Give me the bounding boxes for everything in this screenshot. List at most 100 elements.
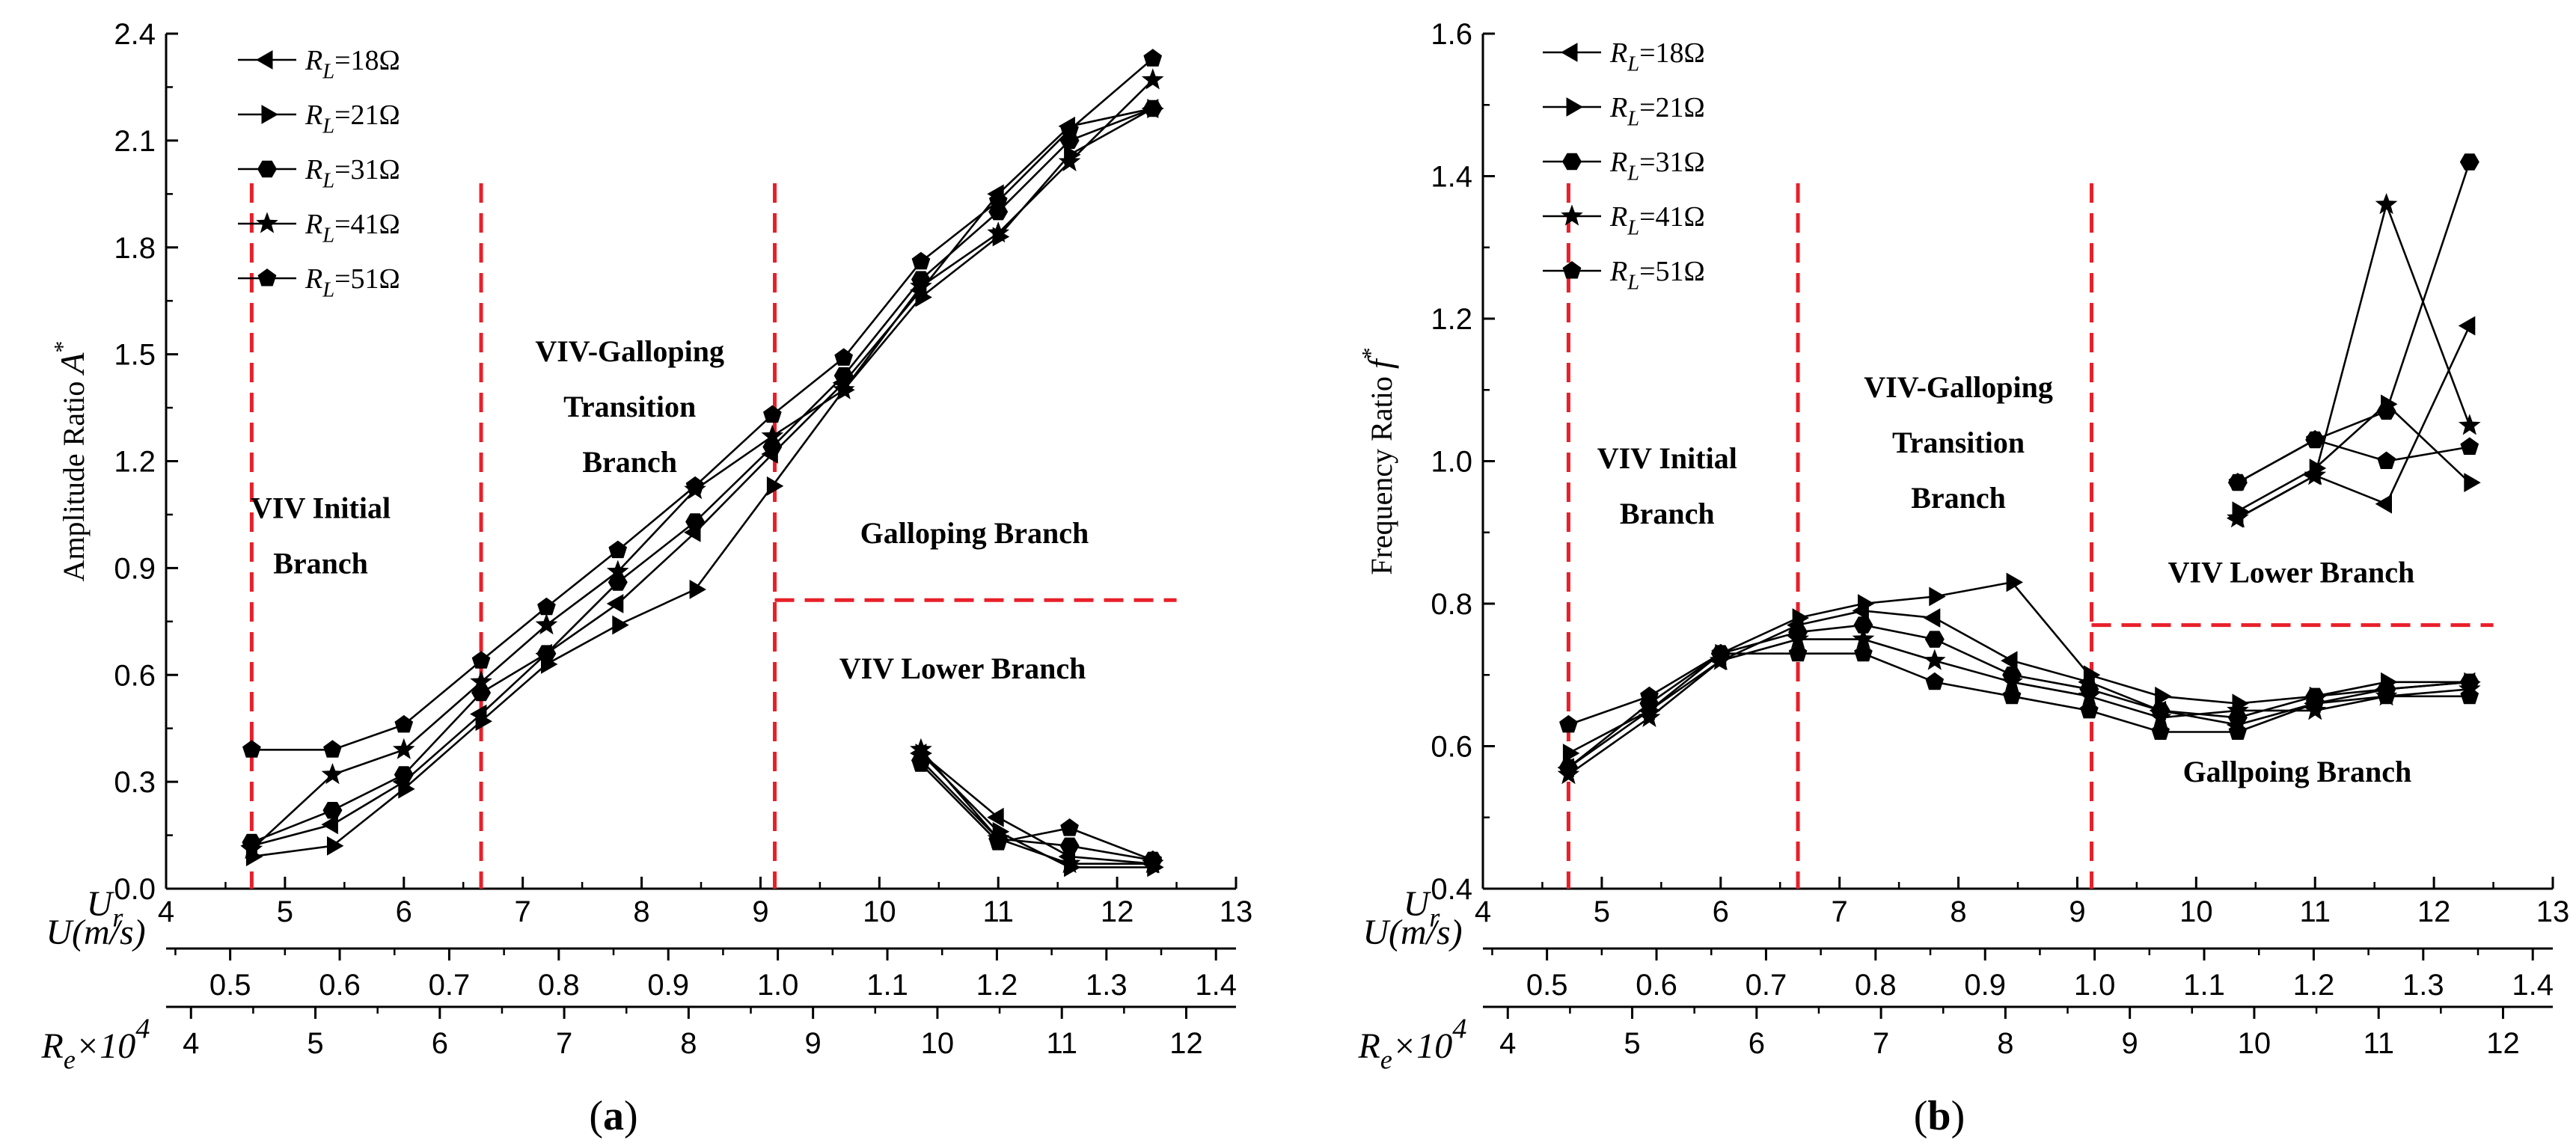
- data-point: [1557, 763, 1580, 785]
- x-tick-label-re-10-4: 8: [680, 1027, 697, 1060]
- data-point: [915, 287, 932, 307]
- x-tick-label-ur: 13: [2536, 895, 2570, 928]
- x-axis-name-ur: Ur: [1404, 884, 1441, 932]
- x-tick-label-re-10-4: 8: [1997, 1027, 2013, 1060]
- legend-marker: [1566, 97, 1583, 117]
- region-label-branch: Branch: [273, 547, 368, 580]
- data-point: [763, 405, 782, 423]
- data-point: [2001, 651, 2018, 671]
- data-point: [1925, 672, 1945, 690]
- x-tick-label-ur: 4: [158, 895, 174, 928]
- data-point: [2305, 693, 2325, 711]
- data-point: [1060, 818, 1079, 836]
- y-tick-label: 1.2: [1431, 303, 1472, 336]
- x-tick-label-u-m-s: 1.2: [2293, 969, 2335, 1002]
- y-tick-label: 2.1: [114, 125, 156, 158]
- data-point: [1858, 594, 1875, 613]
- legend-marker: [1562, 261, 1582, 279]
- x-tick-label-ur: 10: [2179, 895, 2213, 928]
- x-tick-label-u-m-s: 1.0: [2074, 969, 2116, 1002]
- data-point: [2304, 464, 2327, 485]
- x-tick-label-u-m-s: 0.7: [429, 969, 471, 1002]
- x-axis-name-re: Re×104: [41, 1014, 150, 1075]
- x-tick-label-re-10-4: 6: [432, 1027, 448, 1060]
- data-point: [1854, 643, 1873, 662]
- data-point: [1852, 628, 1875, 649]
- data-point: [392, 738, 415, 759]
- data-point: [2228, 473, 2248, 491]
- data-point: [1141, 68, 1164, 90]
- data-point: [1638, 705, 1661, 727]
- legend-marker: [1561, 43, 1578, 62]
- x-tick-label-ur: 8: [633, 895, 649, 928]
- panel-a-amplitude-chart: 0.0 0.3 0.6 0.9 1.2 1.5 1.8 2.1 2.4 Amplitude Rat…: [41, 18, 1253, 1139]
- x-tick-label-ur: 11: [2299, 895, 2331, 928]
- y-tick-label: 0.0: [114, 873, 156, 906]
- data-point: [2080, 700, 2099, 719]
- legend-label: RL=41Ω: [1609, 201, 1705, 239]
- x-tick-label-u-m-s: 0.9: [1964, 969, 2006, 1002]
- y-tick-label: 0.3: [114, 766, 156, 799]
- x-axis-name-u: U(m/s): [46, 913, 145, 952]
- data-point: [1059, 837, 1080, 855]
- data-point: [911, 251, 931, 270]
- data-point: [394, 766, 414, 783]
- data-point: [536, 645, 557, 662]
- data-point: [2227, 699, 2249, 720]
- series-line: [920, 753, 1153, 868]
- x-tick-label-ur: 8: [1950, 895, 1966, 928]
- data-point: [2001, 670, 2023, 692]
- data-point: [537, 597, 556, 616]
- region-label-branch: Branch: [582, 445, 677, 479]
- legend-label: RL=41Ω: [305, 209, 400, 247]
- y-tick-label: 1.8: [114, 232, 156, 265]
- x-tick-label-u-m-s: 1.0: [757, 969, 799, 1002]
- x-tick-label-u-m-s: 1.1: [2183, 969, 2225, 1002]
- legend: RL=18Ω RL=21Ω RL=31Ω RL=41Ω RL=51Ω: [238, 45, 400, 301]
- data-point: [606, 560, 629, 581]
- series-line: [920, 763, 1154, 862]
- x-tick-label-re-10-4: 12: [1169, 1027, 1203, 1060]
- region-label-gallpoing-branch: Gallpoing Branch: [2183, 755, 2412, 788]
- series-line: [920, 752, 1153, 865]
- data-point: [2464, 473, 2481, 492]
- region-label-branch: Branch: [1911, 481, 2006, 515]
- data-point: [2377, 451, 2396, 469]
- data-point: [987, 221, 1010, 243]
- series-line: [1567, 580, 2470, 755]
- data-point: [2227, 506, 2249, 528]
- data-point: [321, 763, 344, 785]
- series-line: [251, 79, 1154, 851]
- region-label-viv-galloping: VIV-Galloping: [1864, 370, 2053, 404]
- y-axis-label: Frequency Ratio f*: [1356, 347, 1399, 574]
- x-tick-label-u-m-s: 1.4: [2512, 969, 2554, 1002]
- data-point: [1711, 643, 1731, 662]
- legend-label: RL=31Ω: [305, 154, 400, 192]
- x-tick-label-ur: 13: [1220, 895, 1253, 928]
- data-point: [1058, 852, 1081, 874]
- series-line: [1567, 610, 2470, 769]
- data-point: [322, 802, 343, 819]
- panel-label: (b): [1914, 1093, 1965, 1139]
- data-point: [394, 714, 414, 733]
- series-line: [2237, 325, 2471, 519]
- data-point: [1142, 99, 1163, 117]
- x-tick-label-u-m-s: 1.2: [976, 969, 1018, 1002]
- series-line: [920, 759, 1154, 862]
- y-tick-label: 2.4: [114, 18, 156, 51]
- data-point: [766, 476, 784, 496]
- data-point: [1143, 49, 1163, 67]
- data-point: [1143, 850, 1163, 868]
- x-tick-label-u-m-s: 0.6: [319, 969, 361, 1002]
- data-point: [2305, 429, 2325, 448]
- x-tick-label-ur: 12: [2417, 895, 2451, 928]
- series-line: [2237, 438, 2471, 484]
- x-tick-label-ur: 9: [2069, 895, 2085, 928]
- data-point: [2460, 437, 2479, 455]
- data-point: [2375, 494, 2392, 514]
- legend-marker: [1562, 153, 1582, 171]
- x-tick-label-ur: 6: [1713, 895, 1729, 928]
- x-tick-label-u-m-s: 0.8: [538, 969, 580, 1002]
- data-point: [832, 378, 855, 399]
